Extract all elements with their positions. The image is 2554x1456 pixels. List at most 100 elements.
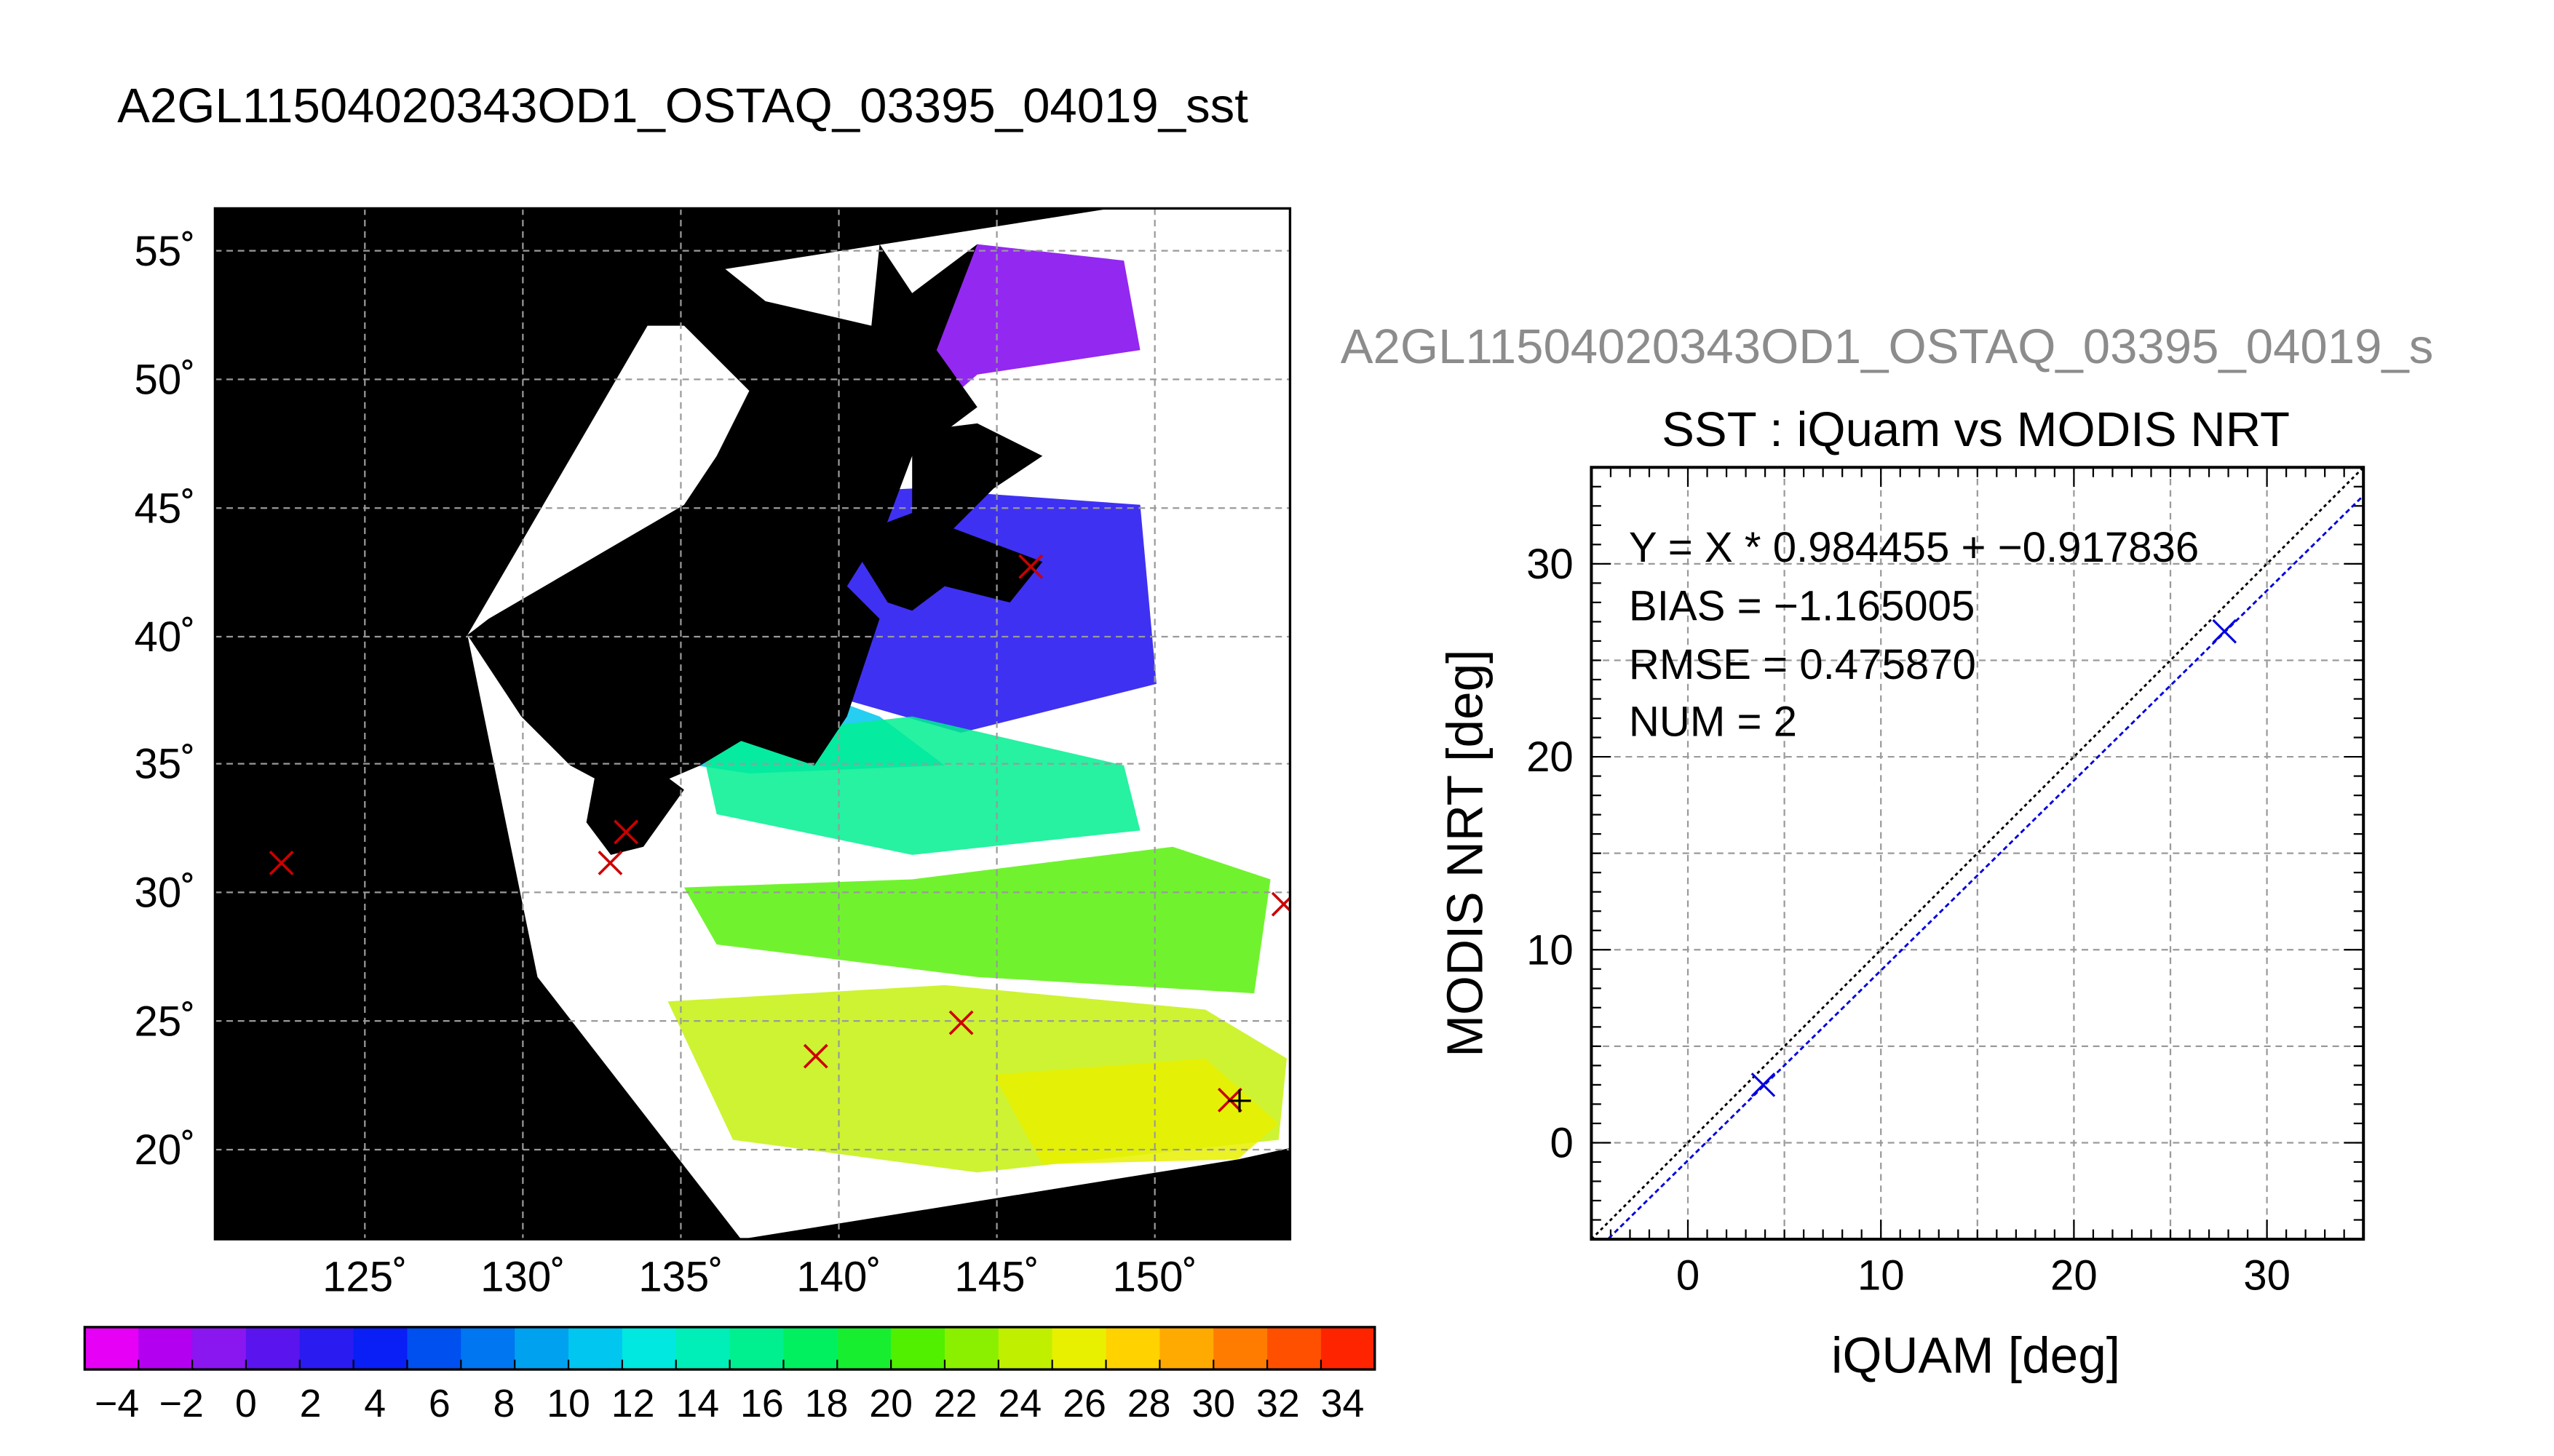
colorbar-label: 30 [1191,1382,1235,1425]
match-point-marker [614,819,639,845]
scatter-points [1750,618,2237,1097]
colorbar-cell [1052,1326,1107,1370]
colorbar-label: −4 [95,1382,139,1425]
colorbar-cell [891,1326,946,1370]
colorbar-cell [515,1326,570,1370]
colorbar-cell [1213,1326,1269,1370]
colorbar-cell [729,1326,785,1370]
match-point-marker [598,851,623,875]
colorbar-cell [353,1326,408,1370]
lon-label: 130˚ [480,1254,565,1301]
y-axis-title: MODIS NRT [deg] [1436,650,1493,1057]
colorbar-cell [138,1326,194,1370]
colorbar-cell [407,1326,462,1370]
lat-label: 40˚ [134,613,195,661]
plot-frame [1590,466,2365,1241]
lon-label: 135˚ [638,1254,723,1301]
colorbar-cell [299,1326,354,1370]
x-tick-label: 10 [1857,1252,1905,1299]
x-axis-title: iQUAM [deg] [1831,1327,2120,1384]
colorbar-cell [461,1326,516,1370]
colorbar-cell [192,1326,247,1370]
colorbar-label: 2 [300,1382,322,1425]
scatter-point [2212,618,2237,644]
colorbar-cell [783,1326,838,1370]
match-point-marker [269,851,294,875]
fit-equation: Y = X * 0.984455 + −0.917836 [1629,524,2199,571]
figure-title: A2GL11504020343OD1_OSTAQ_03395_04019_sst [117,79,1248,133]
colorbar-label: 20 [869,1382,913,1425]
colorbar-label: 16 [740,1382,784,1425]
colorbar-cell [1267,1326,1322,1370]
y-tick-label: 0 [1550,1120,1573,1167]
colorbar-label: 22 [934,1382,977,1425]
colorbar-label: 10 [547,1382,590,1425]
bias-stat: BIAS = −1.165005 [1629,583,1975,630]
lat-label: 55˚ [134,228,195,275]
match-point-marker [948,1010,974,1035]
lat-label: 30˚ [134,870,195,917]
lat-label: 50˚ [134,357,195,404]
scatter-plot: SST : iQuam vs MODIS NRT 0 10 20 30 0 10 20 30… [1436,402,2365,1384]
y-tick-label: 30 [1526,541,1574,588]
rmse-stat: RMSE = 0.475870 [1629,641,1976,688]
colorbar-label: 8 [493,1382,515,1425]
colorbar-label: 12 [611,1382,655,1425]
lon-label: 145˚ [954,1254,1039,1301]
fit-line [1606,495,2364,1240]
sst-map: 55˚ 50˚ 45˚ 40˚ 35˚ 30˚ 25˚ 20˚ 125˚ 130… [134,207,1292,1301]
colorbar-label: 32 [1256,1382,1300,1425]
colorbar-ticks [138,1359,1322,1370]
lon-label: 140˚ [796,1254,881,1301]
x-tick-label: 30 [2243,1252,2291,1299]
match-point-marker [803,1043,828,1069]
colorbar-label: 26 [1063,1382,1106,1425]
right-header: A2GL11504020343OD1_OSTAQ_03395_04019_s [1341,319,2434,374]
colorbar-label: 14 [675,1382,719,1425]
y-tick-label: 10 [1526,926,1574,974]
match-point-marker [1271,891,1290,917]
colorbar-label: 4 [364,1382,386,1425]
land-mass [215,208,1111,855]
num-stat: NUM = 2 [1629,699,1797,746]
colorbar-label: −2 [159,1382,204,1425]
lat-label: 20˚ [134,1126,195,1174]
colorbar-cell [1320,1326,1376,1370]
colorbar-label: 0 [235,1382,257,1425]
x-tick-label: 0 [1676,1252,1700,1299]
colorbar-label: 6 [429,1382,451,1425]
match-markers [269,554,1290,1113]
colorbar-frame [83,1326,1376,1371]
lat-label: 45˚ [134,485,195,532]
colorbar-cell [568,1326,623,1370]
colorbar-cell [1106,1326,1161,1370]
colorbar-cell [837,1326,892,1370]
colorbar-cell [1159,1326,1215,1370]
colorbar-cell [998,1326,1053,1370]
colorbar-label: 18 [805,1382,849,1425]
minor-ticks [1591,467,2364,1240]
match-point-marker [1018,554,1044,579]
scatter-gridlines [1591,467,2364,1240]
lon-label: 150˚ [1112,1254,1197,1301]
map-gridlines [215,208,1290,1240]
colorbar-cell [245,1326,301,1370]
y-tick-label: 20 [1526,733,1574,781]
colorbar-label: 24 [999,1382,1042,1425]
colorbar-cell [622,1326,677,1370]
scatter-title: SST : iQuam vs MODIS NRT [1662,402,2290,457]
scatter-point [1750,1073,1776,1097]
map-frame [213,207,1292,1241]
lat-label: 25˚ [134,998,195,1045]
lon-label: 125˚ [322,1254,407,1301]
colorbar-cell [675,1326,731,1370]
colorbar-cells [84,1326,1376,1370]
colorbar-label: 28 [1127,1382,1171,1425]
colorbar-cell [944,1326,999,1370]
x-tick-label: 20 [2050,1252,2098,1299]
lat-label: 35˚ [134,741,195,788]
colorbar-label: 34 [1321,1382,1365,1425]
colorbar: −4 −2 0 2 4 6 8 10 12 14 16 18 20 22 24 26 28 30 32 34 [83,1326,1376,1425]
